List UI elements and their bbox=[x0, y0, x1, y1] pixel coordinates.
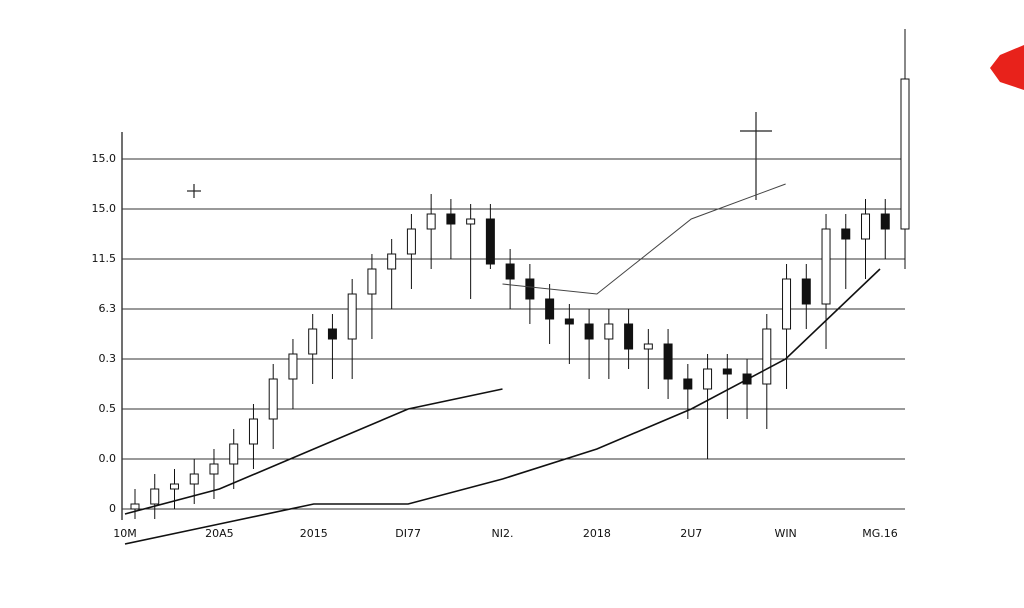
candle-body bbox=[683, 378, 693, 390]
candle-body bbox=[801, 278, 811, 305]
candle-body bbox=[327, 328, 337, 340]
candle-body bbox=[446, 213, 456, 225]
candle-body bbox=[367, 268, 377, 295]
candle-body bbox=[643, 343, 653, 350]
candle-body bbox=[841, 228, 851, 240]
candle-body bbox=[505, 263, 515, 280]
candle-body bbox=[406, 228, 416, 255]
candle-body bbox=[387, 253, 397, 270]
candle-body bbox=[209, 463, 219, 475]
x-tick-label: 2U7 bbox=[680, 527, 702, 540]
candle-body bbox=[703, 368, 713, 390]
y-tick-label: 15.0 bbox=[92, 202, 117, 215]
candle-body bbox=[130, 503, 140, 510]
candle-body bbox=[426, 213, 436, 230]
y-tick-label: 6.3 bbox=[99, 302, 117, 315]
candle-body bbox=[624, 323, 634, 350]
x-tick-label: 2018 bbox=[583, 527, 611, 540]
candle-body bbox=[308, 328, 318, 355]
candle-body bbox=[485, 218, 495, 265]
candle-body bbox=[169, 483, 179, 490]
candle-body bbox=[347, 293, 357, 340]
candle-body bbox=[782, 278, 792, 330]
x-tick-label: MG.16 bbox=[862, 527, 898, 540]
y-tick-label: 0 bbox=[109, 502, 116, 515]
candle-body bbox=[604, 323, 614, 340]
x-tick-label: DI77 bbox=[395, 527, 421, 540]
line bbox=[124, 268, 881, 545]
x-tick-label: 20A5 bbox=[205, 527, 234, 540]
candle-body bbox=[189, 473, 199, 485]
y-tick-label: 0.3 bbox=[99, 352, 117, 365]
candle-body bbox=[722, 368, 732, 375]
candle-body bbox=[288, 353, 298, 380]
candle-body bbox=[584, 323, 594, 340]
line bbox=[502, 183, 786, 295]
candle-body bbox=[545, 298, 555, 320]
candle-body bbox=[248, 418, 258, 445]
candle-body bbox=[900, 78, 910, 230]
x-tick-label: NI2. bbox=[492, 527, 514, 540]
candle-body bbox=[880, 213, 890, 230]
candle-body bbox=[268, 378, 278, 420]
y-tick-label: 15.0 bbox=[92, 152, 117, 165]
y-tick-label: 11.5 bbox=[92, 252, 117, 265]
crosshairs bbox=[187, 112, 772, 200]
candle-body bbox=[564, 318, 574, 325]
x-tick-label: WIN bbox=[774, 527, 796, 540]
y-tick-label: 0.0 bbox=[99, 452, 117, 465]
candle-body bbox=[229, 443, 239, 465]
x-tick-label: 10M bbox=[113, 527, 137, 540]
candle-body bbox=[861, 213, 871, 240]
candle-body bbox=[762, 328, 772, 385]
x-tick-label: 2015 bbox=[300, 527, 328, 540]
candle-body bbox=[525, 278, 535, 300]
candle-body bbox=[466, 218, 476, 225]
candle-body bbox=[821, 228, 831, 305]
candle-body bbox=[150, 488, 160, 505]
candle-body bbox=[663, 343, 673, 380]
line bbox=[124, 388, 503, 515]
y-tick-label: 0.5 bbox=[99, 402, 117, 415]
red-marker bbox=[990, 45, 1024, 90]
